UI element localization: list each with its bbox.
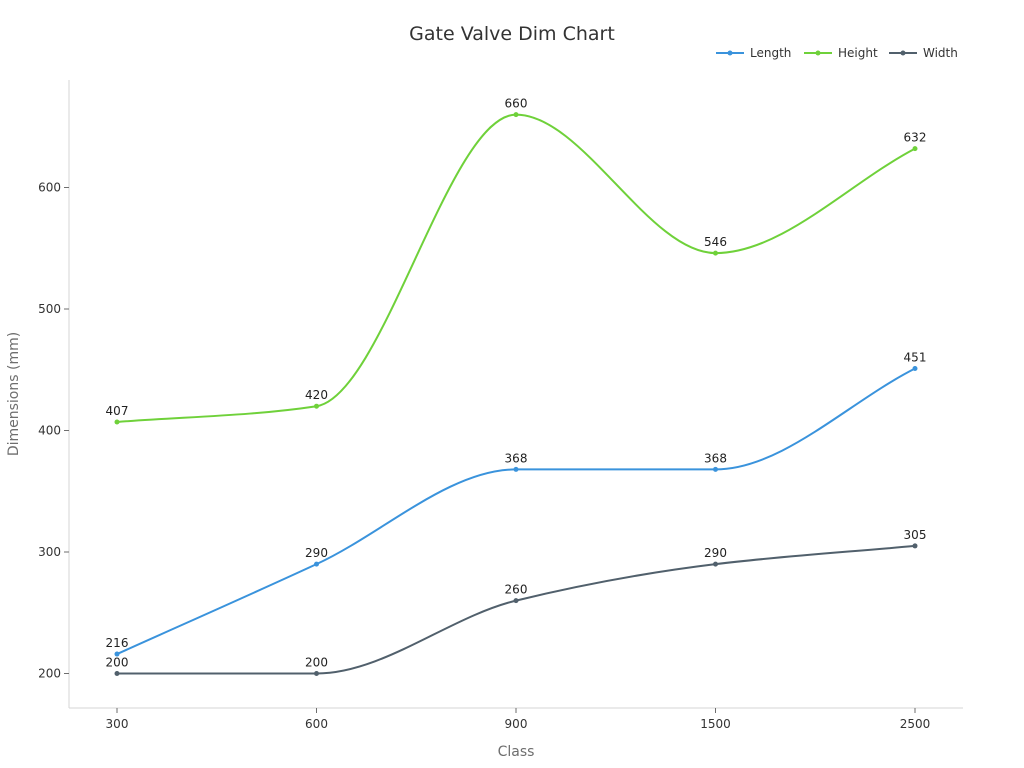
data-point-length	[912, 366, 918, 372]
data-label-width: 290	[704, 546, 727, 560]
data-label-height: 660	[505, 97, 528, 111]
y-tick-label: 400	[38, 424, 61, 438]
legend-label-width: Width	[923, 46, 958, 60]
data-label-length: 451	[904, 351, 927, 365]
data-point-width	[513, 598, 519, 604]
data-label-height: 407	[106, 404, 129, 418]
data-point-height	[713, 250, 718, 256]
data-point-width	[314, 671, 319, 676]
data-point-width	[114, 671, 120, 676]
data-label-width: 200	[106, 656, 129, 670]
legend-label-length: Length	[750, 46, 791, 60]
data-point-width	[912, 543, 918, 549]
data-label-width: 200	[305, 656, 328, 670]
data-label-height: 420	[305, 388, 328, 402]
y-axis-label: Dimensions (mm)	[6, 332, 22, 456]
series-line-width	[116, 544, 916, 675]
x-tick-label: 900	[505, 717, 528, 731]
legend-label-height: Height	[838, 46, 878, 60]
data-label-length: 368	[704, 451, 727, 465]
data-point-height	[314, 403, 319, 409]
y-tick-label: 200	[38, 667, 61, 681]
data-label-length: 290	[305, 546, 328, 560]
y-tick-label: 500	[38, 302, 61, 316]
x-axis-label: Class	[498, 744, 535, 760]
data-point-height	[513, 112, 519, 118]
x-tick-label: 1500	[700, 717, 731, 731]
series-line-length	[116, 367, 916, 655]
data-point-width	[713, 561, 718, 567]
data-label-width: 260	[505, 583, 528, 597]
x-axis-ticks: 300 600 900 1500 2500	[106, 708, 931, 731]
data-label-length: 216	[106, 636, 129, 650]
x-tick-label: 300	[106, 717, 129, 731]
legend: Length Height Width	[716, 46, 958, 60]
data-label-width: 305	[904, 528, 927, 542]
data-label-length: 368	[505, 451, 528, 465]
y-tick-label: 300	[38, 545, 61, 559]
data-point-height	[912, 146, 918, 152]
data-point-length	[114, 651, 120, 657]
data-label-height: 632	[904, 131, 927, 145]
x-tick-label: 2500	[900, 717, 931, 731]
data-point-length	[314, 561, 319, 567]
data-point-height	[114, 419, 120, 425]
series-points	[114, 112, 918, 676]
data-labels: 216 290 368 368 451 407 420 660 546 632 200 200 260 2…	[106, 97, 927, 670]
legend-marker-length	[727, 50, 733, 56]
x-tick-label: 600	[305, 717, 328, 731]
y-tick-label: 600	[38, 181, 61, 195]
chart-title: Gate Valve Dim Chart	[409, 23, 615, 45]
data-point-length	[513, 466, 519, 472]
legend-marker-width	[900, 50, 906, 56]
y-axis-ticks: 200 300 400 500 600	[38, 181, 69, 681]
data-label-height: 546	[704, 235, 727, 249]
data-point-length	[713, 466, 718, 472]
series-line-height	[116, 113, 916, 423]
legend-marker-height	[815, 50, 821, 56]
